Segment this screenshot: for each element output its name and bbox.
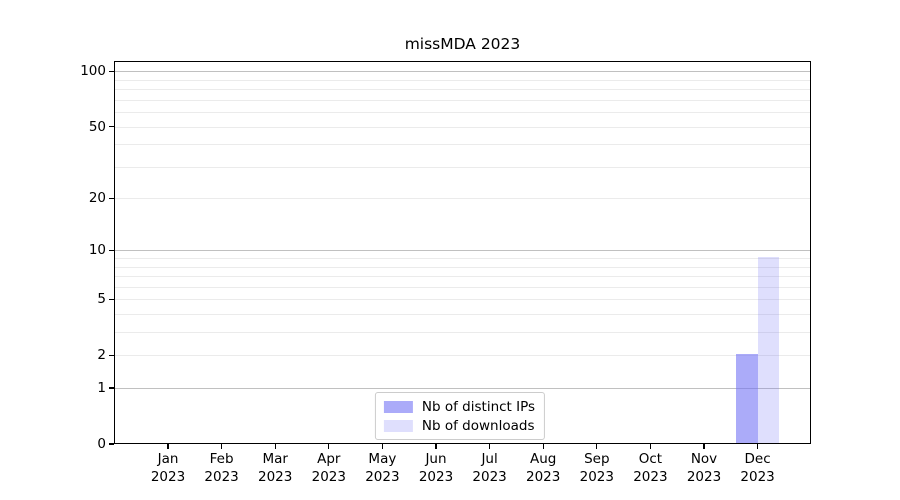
x-tick (757, 444, 759, 449)
y-tick (109, 354, 114, 356)
y-tick-label: 1 (97, 380, 106, 397)
y-tick (109, 126, 114, 128)
x-tick-label: Feb 2023 (204, 451, 239, 485)
gridline-minor (115, 299, 810, 301)
gridline-minor (115, 276, 810, 278)
gridline-minor (115, 266, 810, 268)
legend: Nb of distinct IPs Nb of downloads (374, 392, 546, 440)
plot-area (114, 61, 811, 444)
gridline-minor (115, 355, 810, 357)
x-tick-label: Oct 2023 (633, 451, 668, 485)
gridline-major (115, 71, 810, 73)
y-tick-label: 2 (97, 347, 106, 364)
bar-nb-of-downloads (757, 257, 779, 443)
gridline-minor (115, 258, 810, 260)
x-tick (381, 444, 383, 449)
chart-title: missMDA 2023 (404, 35, 521, 53)
y-tick-label: 5 (97, 291, 106, 308)
x-tick (489, 444, 491, 449)
x-tick-label: Aug 2023 (526, 451, 561, 485)
y-tick-label: 0 (97, 436, 106, 452)
x-tick-label: Apr 2023 (311, 451, 346, 485)
gridline-minor (115, 332, 810, 334)
x-tick-label: May 2023 (365, 451, 400, 485)
x-tick (542, 444, 544, 449)
legend-item-distinct-ips: Nb of distinct IPs (383, 398, 536, 415)
legend-item-downloads: Nb of downloads (383, 417, 535, 434)
y-tick-label: 50 (88, 118, 106, 135)
x-tick (274, 444, 276, 449)
y-tick-label: 10 (88, 242, 106, 259)
x-tick-label: Mar 2023 (258, 451, 293, 485)
x-tick-label: Nov 2023 (686, 451, 722, 485)
legend-swatch-distinct-ips (383, 400, 413, 413)
legend-swatch-downloads (383, 419, 413, 432)
gridline-minor (115, 126, 810, 128)
y-tick (109, 197, 114, 199)
x-tick-label: Jun 2023 (418, 451, 454, 485)
gridline-minor (115, 99, 810, 101)
gridline-minor (115, 166, 810, 168)
gridline-minor (115, 79, 810, 81)
x-tick (435, 444, 437, 449)
x-tick (649, 444, 651, 449)
x-tick (703, 444, 705, 449)
gridline-minor (115, 144, 810, 146)
y-tick-label: 100 (80, 63, 106, 80)
y-tick (109, 387, 114, 389)
gridline-major (115, 388, 810, 390)
y-tick-label: 20 (88, 190, 106, 207)
gridline-minor (115, 112, 810, 114)
y-tick (109, 298, 114, 300)
x-tick-label: Sep 2023 (579, 451, 614, 485)
gridline-minor (115, 198, 810, 200)
x-tick-label: Dec 2023 (740, 451, 775, 485)
gridline-minor (115, 314, 810, 316)
x-tick (328, 444, 330, 449)
y-tick (109, 443, 114, 445)
legend-label-downloads: Nb of downloads (421, 417, 535, 434)
legend-label-distinct-ips: Nb of distinct IPs (421, 398, 536, 415)
x-tick (167, 444, 169, 449)
gridline-minor (115, 89, 810, 91)
y-tick (109, 249, 114, 252)
gridline-major (115, 250, 810, 252)
bar-nb-of-distinct-ips (736, 354, 758, 443)
y-tick (109, 70, 114, 73)
x-tick (221, 444, 223, 449)
x-tick-label: Jul 2023 (472, 451, 507, 485)
gridline-minor (115, 286, 810, 288)
x-tick (596, 444, 598, 449)
x-tick-label: Jan 2023 (150, 451, 186, 485)
